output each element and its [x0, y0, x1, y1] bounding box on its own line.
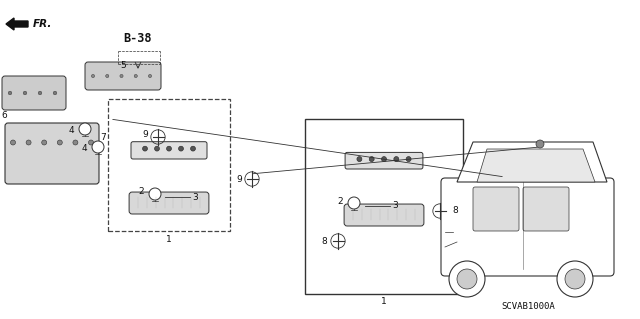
- FancyBboxPatch shape: [131, 142, 207, 159]
- Circle shape: [357, 157, 362, 161]
- Circle shape: [88, 140, 93, 145]
- Circle shape: [79, 123, 91, 135]
- Text: 2: 2: [337, 197, 343, 205]
- Text: 5: 5: [120, 61, 126, 70]
- Circle shape: [394, 157, 399, 161]
- Circle shape: [191, 146, 195, 151]
- Text: 4: 4: [68, 127, 74, 136]
- Polygon shape: [477, 149, 595, 182]
- FancyBboxPatch shape: [129, 192, 209, 214]
- Text: 1: 1: [381, 297, 387, 306]
- Circle shape: [73, 140, 78, 145]
- Circle shape: [134, 74, 138, 78]
- FancyBboxPatch shape: [345, 152, 423, 169]
- FancyBboxPatch shape: [344, 204, 424, 226]
- Bar: [305, 119, 463, 294]
- Text: SCVAB1000A: SCVAB1000A: [501, 302, 555, 311]
- Text: 9: 9: [142, 130, 148, 139]
- Text: 3: 3: [392, 202, 397, 211]
- Text: 3: 3: [192, 192, 198, 202]
- Circle shape: [120, 74, 123, 78]
- Circle shape: [143, 146, 147, 151]
- Circle shape: [166, 146, 172, 151]
- Text: 1: 1: [166, 235, 172, 244]
- Circle shape: [449, 261, 485, 297]
- Circle shape: [348, 197, 360, 209]
- Text: 9: 9: [236, 174, 242, 183]
- FancyBboxPatch shape: [2, 76, 66, 110]
- Circle shape: [557, 261, 593, 297]
- FancyBboxPatch shape: [523, 187, 569, 231]
- Text: 8: 8: [452, 206, 458, 216]
- Text: B-38: B-38: [124, 33, 152, 46]
- Ellipse shape: [347, 156, 421, 165]
- Circle shape: [23, 91, 27, 95]
- Text: 6: 6: [1, 111, 7, 120]
- Circle shape: [8, 91, 12, 95]
- Circle shape: [457, 269, 477, 289]
- Text: FR.: FR.: [33, 19, 52, 29]
- Circle shape: [369, 157, 374, 161]
- Circle shape: [406, 157, 411, 161]
- Circle shape: [58, 140, 62, 145]
- Circle shape: [179, 146, 184, 151]
- Circle shape: [381, 157, 387, 161]
- Circle shape: [536, 140, 544, 148]
- Circle shape: [565, 269, 585, 289]
- Circle shape: [42, 140, 47, 145]
- Circle shape: [155, 146, 159, 151]
- Circle shape: [53, 91, 57, 95]
- Circle shape: [10, 140, 15, 145]
- Text: 8: 8: [321, 236, 327, 246]
- FancyBboxPatch shape: [85, 62, 161, 90]
- Circle shape: [92, 74, 95, 78]
- Text: 4: 4: [81, 145, 87, 153]
- FancyBboxPatch shape: [473, 187, 519, 231]
- FancyBboxPatch shape: [5, 123, 99, 184]
- FancyBboxPatch shape: [441, 178, 614, 276]
- Text: 7: 7: [100, 132, 106, 142]
- Bar: [108, 99, 230, 231]
- Circle shape: [106, 74, 109, 78]
- Polygon shape: [457, 142, 607, 182]
- Circle shape: [26, 140, 31, 145]
- Text: 2: 2: [138, 188, 144, 197]
- Circle shape: [38, 91, 42, 95]
- Circle shape: [92, 141, 104, 153]
- FancyArrow shape: [6, 18, 28, 30]
- Ellipse shape: [133, 145, 205, 155]
- Circle shape: [149, 188, 161, 200]
- Circle shape: [148, 74, 152, 78]
